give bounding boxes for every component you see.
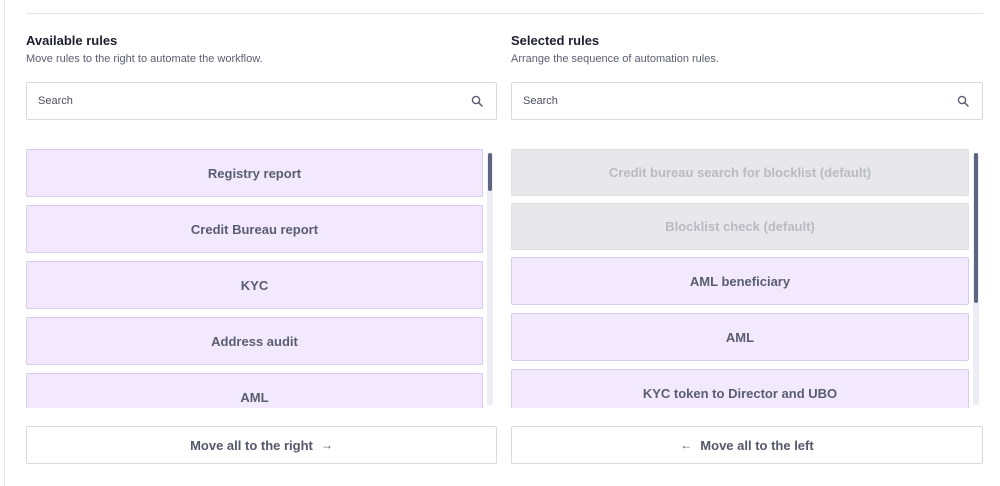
available-search-box [26,82,497,120]
search-icon[interactable] [957,95,969,107]
selected-rule-item-default: Credit bureau search for blocklist (defa… [511,149,969,196]
selected-rules-subtitle: Arrange the sequence of automation rules… [511,53,719,65]
selected-rules-title: Selected rules [511,33,600,48]
selected-search-box [511,82,983,120]
selected-scrollbar-thumb[interactable] [974,153,978,303]
available-rules-title: Available rules [26,33,118,48]
available-rule-item[interactable]: AML [26,373,483,408]
available-rule-item[interactable]: KYC [26,261,483,309]
selected-rule-item-default: Blocklist check (default) [511,203,969,250]
selected-rule-item[interactable]: AML [511,313,969,361]
move-all-left-button[interactable]: ← Move all to the left [511,426,983,464]
selected-rules-list[interactable]: Credit bureau search for blocklist (defa… [511,149,983,408]
selected-scrollbar[interactable] [973,153,979,405]
selected-rule-item[interactable]: KYC token to Director and UBO [511,369,969,408]
available-rules-list[interactable]: Registry report Credit Bureau report KYC… [26,149,497,408]
available-rule-item[interactable]: Address audit [26,317,483,365]
available-rules-subtitle: Move rules to the right to automate the … [26,53,263,65]
move-all-right-button[interactable]: Move all to the right → [26,426,497,464]
arrow-right-icon: → [320,438,333,452]
available-scrollbar[interactable] [487,153,493,405]
available-rule-item[interactable]: Credit Bureau report [26,205,483,253]
available-search-input[interactable] [27,83,456,119]
move-all-right-label: Move all to the right [190,437,313,453]
left-border [4,0,5,486]
available-rule-item[interactable]: Registry report [26,149,483,197]
selected-search-input[interactable] [512,83,942,119]
selected-rule-item[interactable]: AML beneficiary [511,257,969,305]
top-divider [26,13,983,14]
available-scrollbar-thumb[interactable] [488,153,492,191]
search-icon[interactable] [471,95,483,107]
move-all-left-label: Move all to the left [700,437,814,453]
arrow-left-icon: ← [680,438,693,452]
